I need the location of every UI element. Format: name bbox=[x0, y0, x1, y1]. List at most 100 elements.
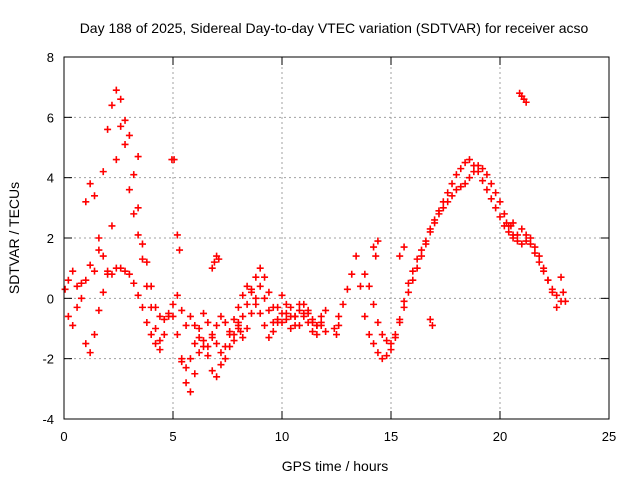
data-point bbox=[465, 174, 473, 182]
data-point bbox=[156, 337, 164, 345]
data-point bbox=[452, 171, 460, 179]
data-point bbox=[247, 288, 255, 296]
data-point bbox=[130, 171, 138, 179]
data-point bbox=[182, 379, 190, 387]
data-point bbox=[513, 237, 521, 245]
x-tick-label: 20 bbox=[493, 429, 507, 444]
data-point bbox=[191, 321, 199, 329]
data-point bbox=[195, 325, 203, 332]
data-point bbox=[208, 331, 216, 339]
data-point bbox=[69, 267, 77, 275]
data-point bbox=[191, 370, 199, 378]
data-point bbox=[335, 321, 343, 329]
y-tick-label: 0 bbox=[47, 291, 54, 306]
y-tick-label: -2 bbox=[42, 352, 54, 367]
data-point bbox=[261, 321, 269, 329]
data-point bbox=[86, 261, 94, 269]
data-point bbox=[322, 306, 330, 314]
data-point bbox=[396, 252, 404, 260]
data-point bbox=[82, 340, 90, 348]
data-point bbox=[195, 349, 203, 357]
x-axis-label: GPS time / hours bbox=[282, 458, 389, 474]
data-point bbox=[152, 340, 160, 348]
data-point bbox=[527, 234, 535, 242]
data-point bbox=[64, 276, 72, 284]
data-point bbox=[269, 328, 277, 336]
x-tick-label: 25 bbox=[602, 429, 616, 444]
data-point bbox=[374, 318, 382, 326]
data-point bbox=[226, 328, 234, 336]
data-point bbox=[496, 213, 504, 221]
series-group bbox=[82, 122, 330, 372]
data-point bbox=[226, 343, 234, 351]
data-point bbox=[217, 312, 225, 320]
data-point bbox=[82, 198, 90, 206]
data-point bbox=[428, 321, 436, 329]
data-point bbox=[234, 318, 242, 326]
data-point bbox=[461, 180, 469, 188]
data-point bbox=[125, 186, 133, 194]
series-group bbox=[64, 180, 325, 381]
data-point bbox=[548, 288, 556, 296]
data-point bbox=[130, 279, 138, 287]
data-point bbox=[300, 300, 308, 308]
data-point bbox=[121, 116, 129, 124]
data-point bbox=[557, 273, 565, 281]
data-point bbox=[147, 331, 155, 339]
data-point bbox=[348, 270, 356, 278]
data-point bbox=[317, 312, 325, 320]
data-point bbox=[138, 255, 146, 263]
data-point bbox=[418, 246, 426, 254]
data-point bbox=[356, 282, 364, 290]
data-point bbox=[387, 340, 395, 348]
data-point bbox=[147, 303, 155, 311]
data-point bbox=[278, 309, 286, 317]
data-point bbox=[186, 388, 194, 396]
data-point bbox=[531, 249, 539, 257]
data-point bbox=[178, 355, 186, 363]
data-point bbox=[182, 364, 190, 372]
data-point bbox=[112, 156, 120, 164]
data-point bbox=[413, 264, 421, 272]
data-point bbox=[104, 125, 112, 133]
data-point bbox=[143, 258, 151, 266]
data-point bbox=[304, 309, 312, 317]
data-point bbox=[287, 312, 295, 320]
data-point bbox=[492, 189, 500, 197]
data-point bbox=[287, 303, 295, 311]
data-point bbox=[243, 282, 251, 290]
data-point bbox=[125, 270, 133, 278]
data-point bbox=[213, 340, 221, 348]
data-point bbox=[91, 192, 99, 200]
data-point bbox=[333, 331, 340, 339]
y-axis-label: SDTVAR / TECUs bbox=[6, 182, 22, 294]
data-point bbox=[487, 180, 495, 188]
data-point bbox=[170, 156, 178, 164]
data-point bbox=[112, 86, 120, 94]
data-point bbox=[509, 231, 517, 239]
data-point bbox=[117, 122, 125, 130]
data-point bbox=[138, 240, 146, 248]
data-point bbox=[404, 288, 412, 296]
y-tick-label: 4 bbox=[47, 171, 54, 186]
x-tick-label: 5 bbox=[169, 429, 176, 444]
data-point bbox=[173, 231, 181, 239]
data-point bbox=[95, 306, 103, 314]
data-point bbox=[230, 331, 238, 339]
data-point bbox=[152, 325, 160, 332]
data-point bbox=[426, 315, 434, 323]
data-point bbox=[256, 309, 264, 317]
data-point bbox=[173, 331, 181, 339]
data-point bbox=[339, 300, 347, 308]
data-point bbox=[409, 276, 417, 284]
data-point bbox=[217, 361, 225, 369]
data-point bbox=[99, 288, 107, 296]
data-point bbox=[352, 252, 360, 260]
data-point bbox=[509, 219, 517, 227]
data-point bbox=[413, 255, 421, 263]
data-point bbox=[505, 228, 513, 236]
data-point bbox=[287, 325, 295, 332]
data-point bbox=[210, 258, 218, 266]
data-point bbox=[200, 309, 208, 317]
